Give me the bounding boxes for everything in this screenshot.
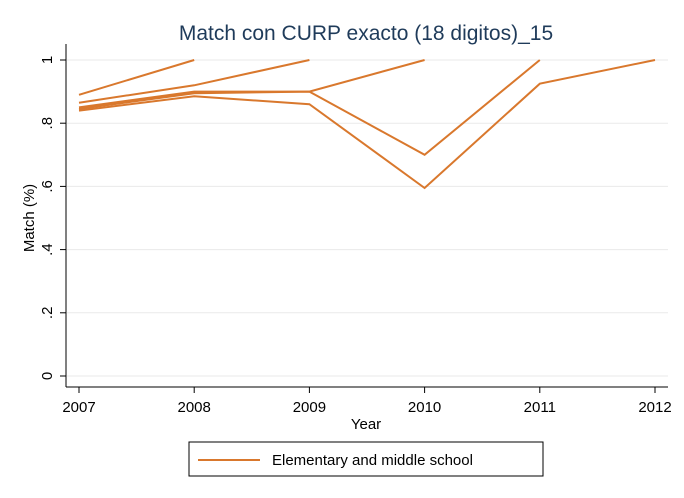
series-line-2: [78, 59, 310, 104]
chart-title: Match con CURP exacto (18 digitos)_15: [179, 22, 553, 45]
series-line-5: [78, 59, 656, 190]
y-axis-title: Match (%): [21, 184, 38, 252]
x-tick-label: 2009: [293, 399, 326, 416]
x-axis-title: Year: [351, 416, 381, 433]
grid: [67, 59, 668, 377]
x-tick-label: 2011: [524, 399, 556, 416]
legend: Elementary and middle school: [188, 441, 544, 477]
series-line-1: [78, 59, 195, 96]
y-tick-label: .6: [39, 180, 56, 193]
y-tick-label: .8: [39, 117, 56, 130]
y-tick-label: 0: [39, 372, 56, 380]
legend-label: Elementary and middle school: [272, 452, 473, 469]
y-tick-label: .2: [39, 307, 56, 320]
series-line-4: [78, 59, 541, 157]
x-tick-label: 2010: [408, 399, 441, 416]
y-tick-label: 1: [39, 56, 56, 64]
y-tick-label: .4: [39, 243, 56, 256]
ticks: 0 .2 .4 .6 .8 1 2007 2008 2009 2010 2011 2012: [39, 56, 672, 416]
x-tick-label: 2012: [638, 399, 671, 416]
x-tick-label: 2008: [178, 399, 211, 416]
x-tick-label: 2007: [62, 399, 95, 416]
series-group: [78, 59, 656, 190]
